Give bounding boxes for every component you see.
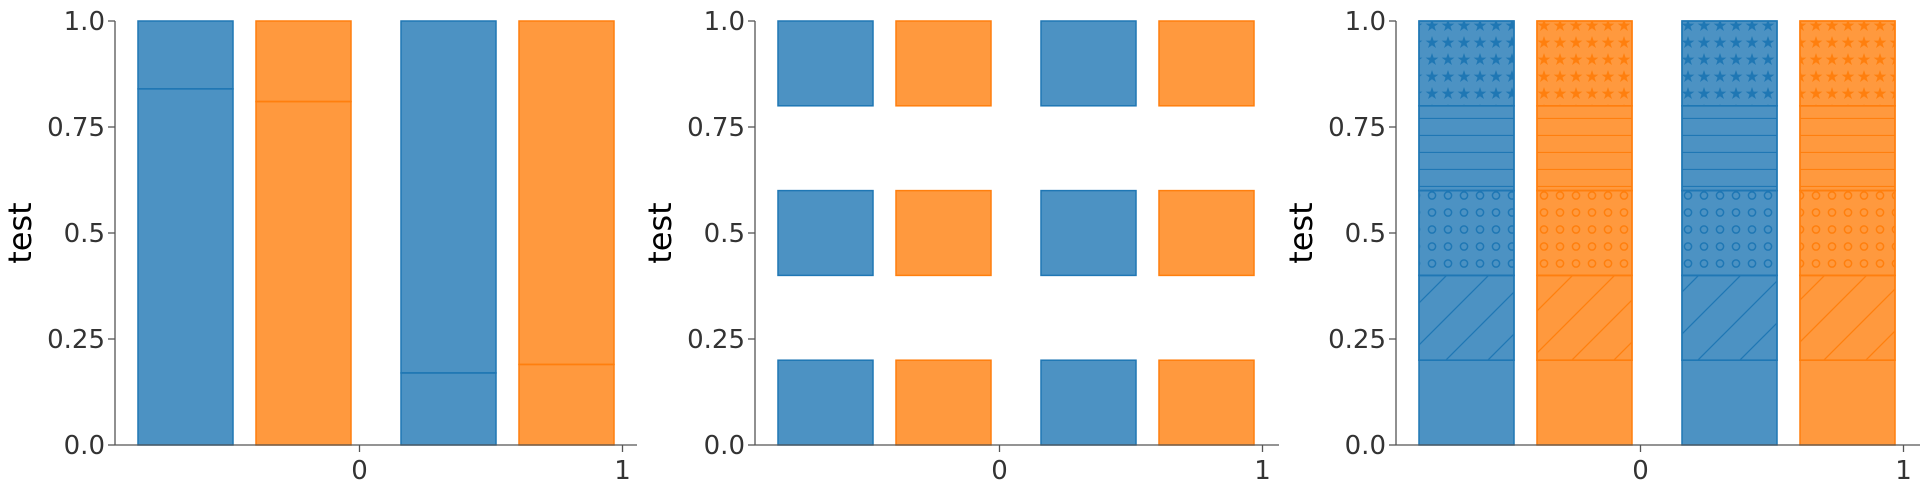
- x-tick-label: 1: [614, 456, 631, 486]
- bar-segment-s0-c0-0: [777, 359, 874, 446]
- x-tick-label: 1: [1254, 456, 1271, 486]
- chart-panel-0: 0.0 0.25 0.5 0.75 1.0 0 1 test: [1, 7, 637, 486]
- y-tick-label: 0.75: [687, 113, 745, 143]
- bar-segment-s1-c0-1: [255, 20, 352, 103]
- charts-root: 0.0 0.25 0.5 0.75 1.0 0 1 test 0.0 0.25 0.5 0.75 1.0…: [1, 7, 1920, 486]
- bar-segment-s0-c0-1: [777, 189, 874, 277]
- bar-segment-s1-c1-1: [1158, 189, 1255, 277]
- bar-hatch-circles-s0-c1-2: [1681, 189, 1778, 277]
- chart-panel-1: 0.0 0.25 0.5 0.75 1.0 0 1 test: [641, 7, 1279, 486]
- bar-segment-s0-c1-0: [1681, 359, 1778, 446]
- bar-hatch-circles-s1-c1-2: [1799, 189, 1896, 277]
- y-tick-label: 0.0: [1345, 431, 1386, 461]
- bar-hatch-stars-s0-c0-4: [1418, 20, 1515, 107]
- y-tick-label: 0.25: [47, 325, 105, 355]
- bar-segment-s1-c1-1: [518, 20, 615, 366]
- bar-hatch-diagonal-s0-c0-1: [1418, 274, 1515, 361]
- bar-segment-s0-c1-0: [1040, 359, 1137, 446]
- y-tick-label: 0.25: [1328, 325, 1386, 355]
- bar-segment-s0-c1-2: [1040, 20, 1137, 107]
- y-axis-label: test: [641, 202, 679, 263]
- y-tick-label: 0.5: [704, 219, 745, 249]
- y-tick-label: 1.0: [704, 7, 745, 37]
- bar-hatch-horizontal-s1-c1-3: [1799, 105, 1896, 192]
- y-tick-label: 0.5: [1345, 219, 1386, 249]
- bar-hatch-stars-s0-c1-4: [1681, 20, 1778, 107]
- bar-segment-s1-c0-0: [1536, 359, 1633, 446]
- bar-segment-s1-c0-0: [255, 100, 352, 446]
- x-tick-label: 0: [991, 456, 1008, 486]
- bar-segment-s0-c0-1: [137, 20, 234, 90]
- bar-segment-s0-c0-0: [137, 88, 234, 446]
- bar-hatch-diagonal-s1-c0-1: [1536, 274, 1633, 361]
- y-tick-label: 0.75: [47, 113, 105, 143]
- bar-hatch-circles-s0-c0-2: [1418, 189, 1515, 277]
- y-tick-label: 1.0: [1345, 7, 1386, 37]
- bar-segment-s0-c1-0: [400, 372, 497, 446]
- bar-segment-s1-c1-2: [1158, 20, 1255, 107]
- bar-hatch-horizontal-s1-c0-3: [1536, 105, 1633, 192]
- bar-segment-s1-c0-0: [895, 359, 992, 446]
- bar-hatch-horizontal-s0-c1-3: [1681, 105, 1778, 192]
- x-tick-label: 1: [1895, 456, 1912, 486]
- y-tick-label: 0.0: [704, 431, 745, 461]
- bar-hatch-diagonal-s0-c1-1: [1681, 274, 1778, 361]
- bar-segment-s1-c0-1: [895, 189, 992, 277]
- bar-segment-s1-c1-0: [518, 363, 615, 446]
- x-tick-label: 0: [351, 456, 368, 486]
- x-tick-label: 0: [1632, 456, 1649, 486]
- bar-hatch-horizontal-s0-c0-3: [1418, 105, 1515, 192]
- bar-segment-s0-c0-2: [777, 20, 874, 107]
- y-axis-label: test: [1282, 202, 1320, 263]
- y-tick-label: 1.0: [64, 7, 105, 37]
- y-tick-label: 0.0: [64, 431, 105, 461]
- bar-segment-s0-c1-1: [1040, 189, 1137, 277]
- bar-segment-s0-c0-0: [1418, 359, 1515, 446]
- bar-hatch-diagonal-s1-c1-1: [1799, 274, 1896, 361]
- chart-panel-2: 0.0 0.25 0.5 0.75 1.0 0 1 test: [1282, 7, 1920, 486]
- bar-segment-s1-c1-0: [1799, 359, 1896, 446]
- bar-segment-s0-c1-1: [400, 20, 497, 374]
- y-tick-label: 0.75: [1328, 113, 1386, 143]
- y-axis-label: test: [1, 202, 39, 263]
- bar-segment-s1-c0-2: [895, 20, 992, 107]
- bar-hatch-circles-s1-c0-2: [1536, 189, 1633, 277]
- bar-hatch-stars-s1-c1-4: [1799, 20, 1896, 107]
- y-tick-label: 0.25: [687, 325, 745, 355]
- y-tick-label: 0.5: [64, 219, 105, 249]
- bar-segment-s1-c1-0: [1158, 359, 1255, 446]
- bar-hatch-stars-s1-c0-4: [1536, 20, 1633, 107]
